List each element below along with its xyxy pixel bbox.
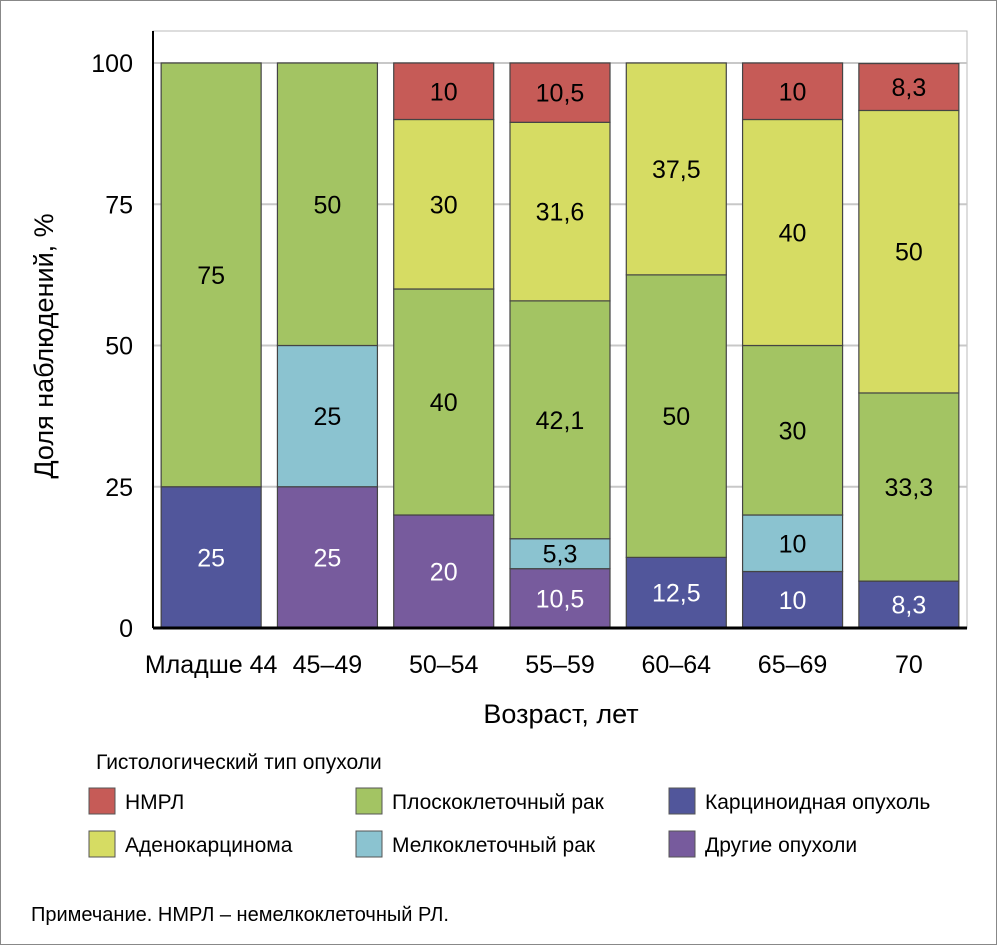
data-label: 10,5 <box>536 80 585 108</box>
x-axis-title: Возраст, лет <box>483 699 638 729</box>
bar-segment <box>393 514 495 629</box>
bar-segment <box>858 109 960 394</box>
x-tick-label: 65–69 <box>758 651 828 679</box>
x-tick-label: 45–49 <box>293 651 363 679</box>
legend-label: Мелкоклеточный рак <box>392 834 596 857</box>
bar-segment <box>625 274 727 558</box>
data-label: 50 <box>895 239 923 267</box>
bar-segment <box>741 62 844 121</box>
footnote: Примечание. НМРЛ – немелкоклеточный РЛ. <box>31 904 449 926</box>
bar-segment <box>160 486 262 629</box>
data-label: 50 <box>314 191 342 219</box>
bar-segment <box>741 514 844 573</box>
data-label: 40 <box>430 389 458 417</box>
legend-swatch <box>668 830 696 858</box>
data-label: 8,3 <box>891 74 926 102</box>
y-tick-label: 75 <box>105 191 133 219</box>
data-label: 20 <box>430 559 458 587</box>
data-label: 33,3 <box>885 474 934 502</box>
legend-swatch <box>88 787 116 815</box>
y-tick-label: 50 <box>105 333 133 361</box>
legend-swatch <box>355 830 383 858</box>
data-label: 10 <box>779 530 807 558</box>
bar-segment <box>276 344 379 488</box>
bar-segment <box>625 62 727 276</box>
legend-swatch <box>668 787 696 815</box>
legend-title: Гистологический тип опухоли <box>96 751 382 774</box>
bar-segment <box>509 121 611 302</box>
legend-label: Карциноидная опухоль <box>705 791 930 814</box>
bar-segment <box>276 486 379 629</box>
legend-label: Плоскоклеточный рак <box>392 791 605 814</box>
x-tick-label: 60–64 <box>642 651 712 679</box>
data-label: 37,5 <box>652 156 701 184</box>
data-label: 25 <box>314 544 342 572</box>
bar-segment <box>741 118 844 347</box>
x-tick-label: 55–59 <box>525 651 595 679</box>
data-label: 31,6 <box>536 199 585 227</box>
data-label: 10 <box>779 587 807 615</box>
bar-segment <box>160 62 262 488</box>
legend-label: НМРЛ <box>125 791 184 814</box>
data-label: 42,1 <box>536 407 585 435</box>
data-label: 30 <box>430 191 458 219</box>
bar-segment <box>276 62 379 347</box>
x-tick-label: 50–54 <box>409 651 479 679</box>
y-tick-label: 100 <box>91 50 133 78</box>
legend-swatch <box>88 830 116 858</box>
bar-segment <box>509 62 611 123</box>
legend-label: Другие опухоли <box>705 834 857 857</box>
bar-segment <box>741 570 844 629</box>
data-label: 40 <box>779 220 807 248</box>
bar-segment <box>393 62 495 121</box>
data-label: 12,5 <box>652 580 701 608</box>
data-label: 5,3 <box>543 541 578 569</box>
bar-segment <box>393 288 495 516</box>
y-tick-label: 0 <box>119 615 133 643</box>
y-tick-label: 25 <box>105 474 133 502</box>
bar-segment <box>741 344 844 516</box>
data-label: 10 <box>779 78 807 106</box>
legend-swatch <box>355 787 383 815</box>
data-label: 10 <box>430 78 458 106</box>
bar-segment <box>858 392 960 582</box>
bar-segment <box>509 300 611 540</box>
bar-segment <box>393 118 495 290</box>
bar-segment <box>509 568 611 629</box>
data-label: 30 <box>779 417 807 445</box>
data-label: 50 <box>662 403 690 431</box>
legend-label: Аденокарцинома <box>125 834 293 857</box>
x-tick-label: Младше 44 <box>145 651 278 679</box>
data-label: 8,3 <box>891 592 926 620</box>
data-label: 25 <box>197 544 225 572</box>
bar-segment <box>858 62 960 112</box>
data-label: 25 <box>314 403 342 431</box>
data-label: 75 <box>197 262 225 290</box>
bar-segment <box>509 538 611 570</box>
x-tick-label: 70 <box>895 651 923 679</box>
data-label: 10,5 <box>536 585 585 613</box>
y-axis-title: Доля наблюдений, % <box>29 213 59 478</box>
